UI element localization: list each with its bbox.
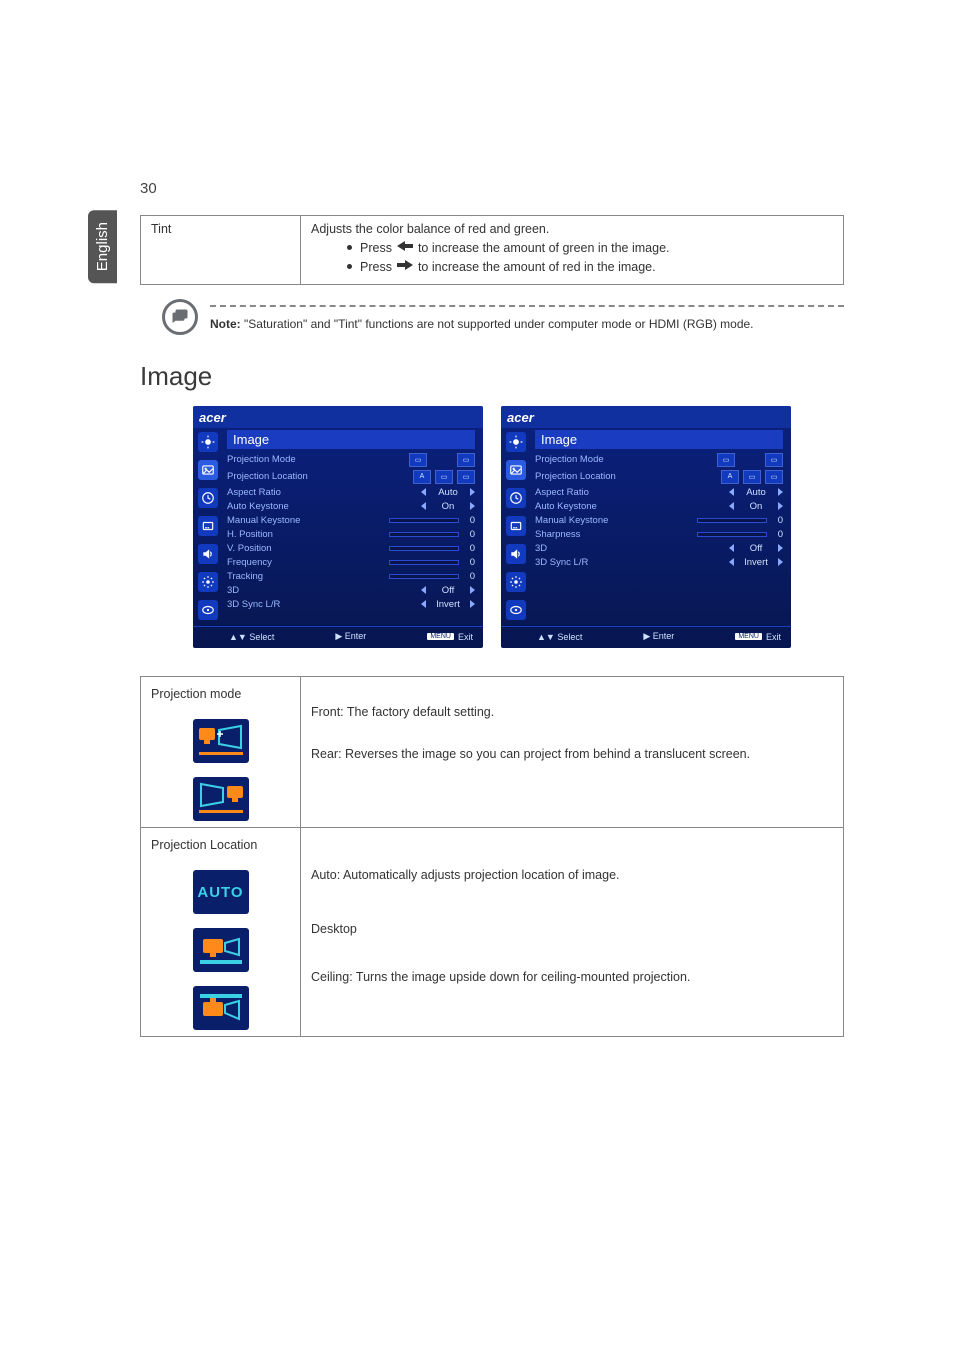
- ceiling-desc: Ceiling: Turns the image upside down for…: [311, 970, 833, 984]
- tint-line-red: Press to increase the amount of red in t…: [347, 259, 833, 274]
- rear-projection-icon: [193, 777, 249, 821]
- osd-panel-right: acerImage Projection Mode▭▭Projection Loc…: [501, 406, 791, 648]
- osd-title: Image: [535, 430, 783, 449]
- acer-logo: acer: [507, 410, 534, 425]
- front-projection-icon: [193, 719, 249, 763]
- osd-side-icon: [506, 488, 526, 508]
- tint-label: Tint: [141, 216, 301, 285]
- note-label: Note:: [210, 317, 241, 331]
- note-text: Note: "Saturation" and "Tint" functions …: [210, 317, 844, 331]
- osd-side-icon: [198, 572, 218, 592]
- tint-red-a: Press: [360, 260, 392, 274]
- osd-header: acer: [501, 406, 791, 428]
- osd-row: Aspect RatioAuto: [227, 485, 475, 499]
- osd-side-icon: [198, 544, 218, 564]
- osd-row: Projection Mode▭▭: [535, 451, 783, 468]
- osd-row: 3D Sync L/RInvert: [227, 597, 475, 611]
- osd-side-icon: [506, 460, 526, 480]
- osd-title: Image: [227, 430, 475, 449]
- acer-logo: acer: [199, 410, 226, 425]
- projection-location-label: Projection Location: [151, 838, 290, 852]
- osd-panel-left: acerImage Projection Mode▭▭Projection Loc…: [193, 406, 483, 648]
- projection-location-cell: Projection Location AUTO: [141, 828, 301, 1037]
- osd-footer: ▲▼ Select▶ EnterMENU Exit: [501, 626, 791, 648]
- osd-side-icon: [506, 572, 526, 592]
- osd-header: acer: [193, 406, 483, 428]
- tint-green-b: to increase the amount of green in the i…: [418, 241, 670, 255]
- ceiling-location-icon: [193, 986, 249, 1030]
- osd-row: Auto KeystoneOn: [535, 499, 783, 513]
- osd-row: Manual Keystone0: [227, 513, 475, 527]
- rear-desc: Rear: Reverses the image so you can proj…: [311, 747, 833, 761]
- osd-side-icon: [506, 516, 526, 536]
- osd-side-icon: [506, 544, 526, 564]
- osd-row: Auto KeystoneOn: [227, 499, 475, 513]
- osd-row: Aspect RatioAuto: [535, 485, 783, 499]
- osd-row: V. Position0: [227, 541, 475, 555]
- projection-settings-table: Projection mode: [140, 676, 844, 1037]
- projection-mode-desc-cell: Front: The factory default setting. Rear…: [301, 677, 844, 828]
- osd-side-icon: [198, 488, 218, 508]
- front-desc: Front: The factory default setting.: [311, 705, 833, 719]
- projection-mode-label: Projection mode: [151, 687, 290, 701]
- osd-side-icon: [506, 432, 526, 452]
- desktop-desc: Desktop: [311, 922, 833, 936]
- osd-row: Frequency0: [227, 555, 475, 569]
- tint-line-green: Press to increase the amount of green in…: [347, 240, 833, 255]
- tint-desc: Adjusts the color balance of red and gre…: [311, 222, 833, 236]
- osd-row: Projection LocationA▭▭: [535, 468, 783, 485]
- bullet-icon: [347, 264, 352, 269]
- bullet-icon: [347, 245, 352, 250]
- osd-footer: ▲▼ Select▶ EnterMENU Exit: [193, 626, 483, 648]
- note-icon: [162, 299, 198, 335]
- section-title: Image: [140, 361, 844, 392]
- osd-side-icon: [198, 460, 218, 480]
- osd-row: 3DOff: [227, 583, 475, 597]
- projection-mode-cell: Projection mode: [141, 677, 301, 828]
- tint-desc-cell: Adjusts the color balance of red and gre…: [301, 216, 844, 285]
- page-number: 30: [140, 180, 844, 197]
- tint-table: Tint Adjusts the color balance of red an…: [140, 215, 844, 285]
- osd-row: H. Position0: [227, 527, 475, 541]
- dashed-divider: [210, 305, 844, 307]
- osd-side-icon: [198, 600, 218, 620]
- osd-row: Tracking0: [227, 569, 475, 583]
- osd-row: 3DOff: [535, 541, 783, 555]
- auto-desc: Auto: Automatically adjusts projection l…: [311, 868, 833, 882]
- auto-word: AUTO: [197, 884, 243, 901]
- right-arrow-icon: [396, 259, 414, 274]
- note-body: "Saturation" and "Tint" functions are no…: [241, 317, 754, 331]
- language-tab: English: [88, 210, 117, 283]
- auto-location-icon: AUTO: [193, 870, 249, 914]
- desktop-location-icon: [193, 928, 249, 972]
- left-arrow-icon: [396, 240, 414, 255]
- osd-row: Sharpness0: [535, 527, 783, 541]
- osd-screenshot-row: acerImageProjection Mode▭▭Projection Loc…: [140, 406, 844, 648]
- note-block: Note: "Saturation" and "Tint" functions …: [210, 305, 844, 331]
- osd-side-icon: [198, 432, 218, 452]
- projection-location-desc-cell: Auto: Automatically adjusts projection l…: [301, 828, 844, 1037]
- tint-green-a: Press: [360, 241, 392, 255]
- osd-row: 3D Sync L/RInvert: [535, 555, 783, 569]
- osd-side-icon: [198, 516, 218, 536]
- osd-row: Manual Keystone0: [535, 513, 783, 527]
- osd-side-icon: [506, 600, 526, 620]
- osd-row: Projection Mode▭▭: [227, 451, 475, 468]
- osd-row: Projection LocationA▭▭: [227, 468, 475, 485]
- tint-red-b: to increase the amount of red in the ima…: [418, 260, 656, 274]
